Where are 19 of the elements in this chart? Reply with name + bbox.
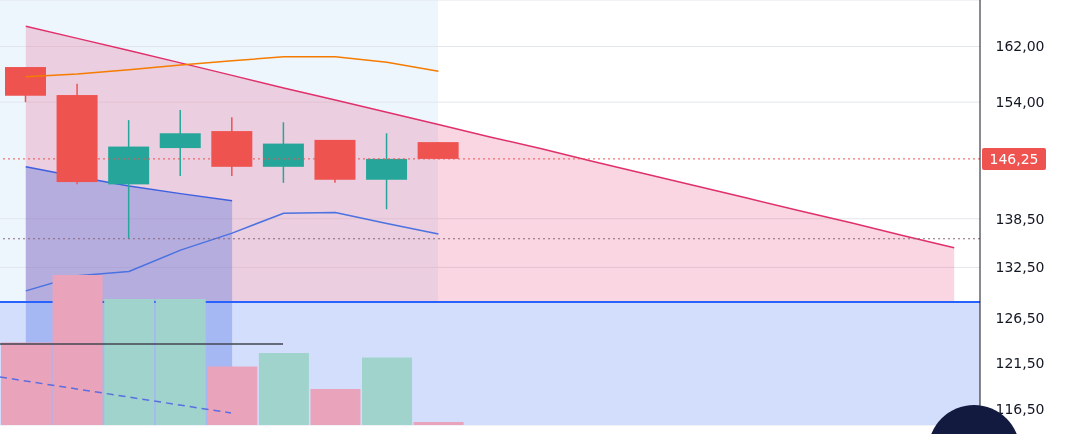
bar	[104, 299, 155, 425]
y-tick-label: 121,50	[995, 354, 1045, 371]
bar	[155, 299, 206, 425]
bar	[52, 275, 103, 425]
bar	[258, 353, 309, 425]
y-tick-label: 162,00	[995, 38, 1045, 55]
y-tick-label: 116,50	[995, 400, 1045, 417]
line-series	[25, 55, 440, 78]
ref-line-label: 146,25	[989, 150, 1039, 167]
y-tick-label: 126,50	[995, 310, 1045, 327]
bar	[310, 389, 361, 425]
y-tick-label: 132,50	[995, 259, 1045, 276]
bar	[362, 357, 413, 425]
bar	[207, 366, 258, 425]
bar	[1, 342, 51, 425]
bar	[413, 422, 464, 425]
line-series	[25, 211, 440, 292]
y-tick-label: 154,00	[995, 94, 1045, 111]
y-tick-label: 138,50	[995, 210, 1045, 227]
